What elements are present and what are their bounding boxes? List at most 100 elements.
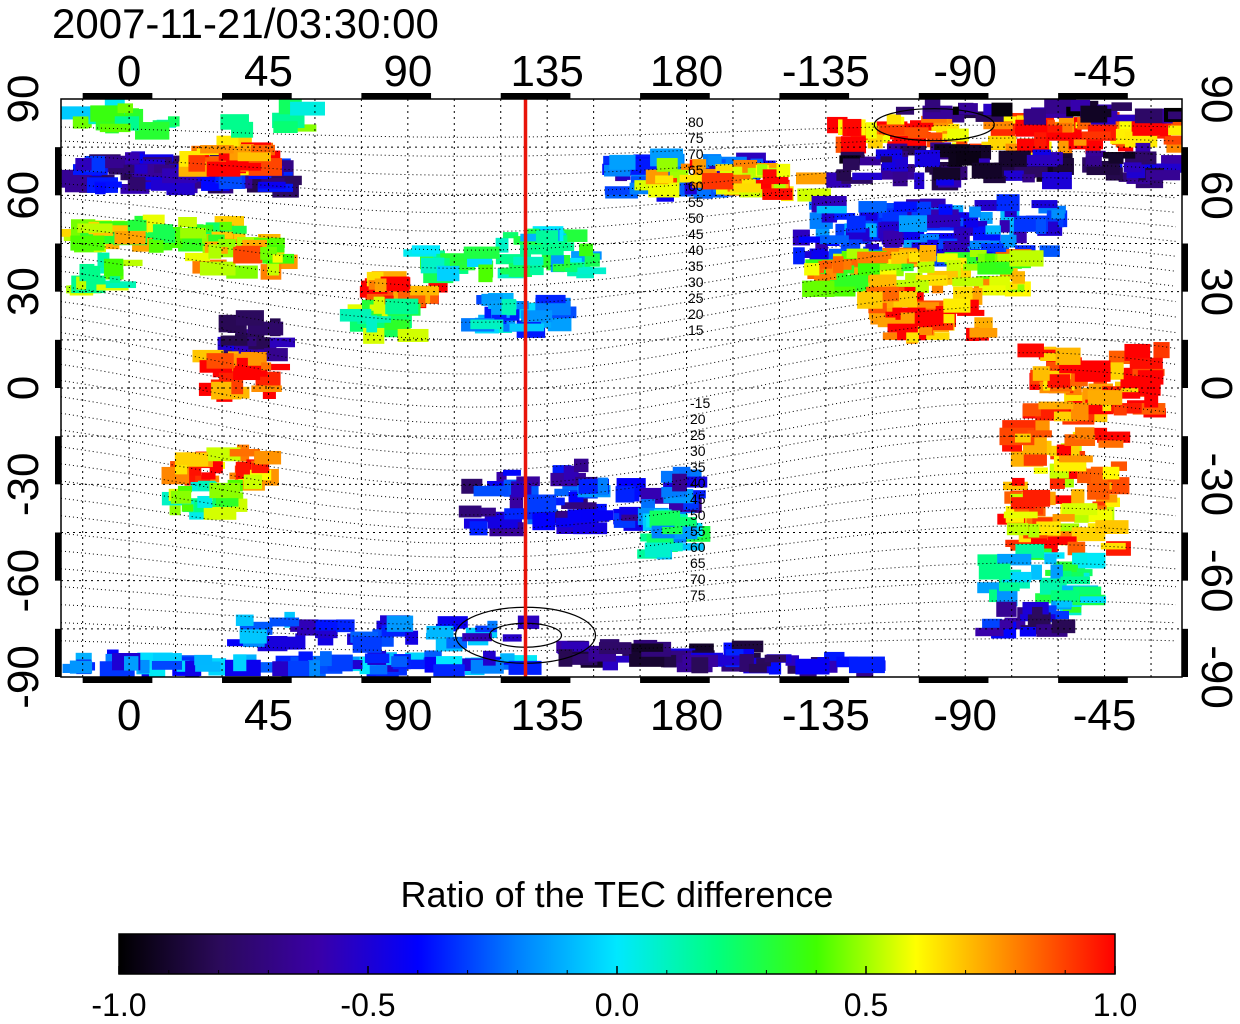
frame-bar-left [55, 532, 61, 581]
contour-label-south: 40 [690, 475, 706, 491]
frame-bar-left [55, 339, 61, 388]
frame-bar-right [1182, 339, 1188, 388]
contour-label-north: 70 [688, 146, 704, 162]
tec-ratio-patch [857, 286, 998, 344]
contour-label-north: 30 [688, 274, 704, 290]
frame-bar-top [82, 93, 153, 99]
lon-tick-label-bottom: 90 [383, 691, 432, 740]
contour-line [61, 384, 1176, 456]
colorbar-tick-label: 1.0 [1093, 987, 1137, 1023]
lat-tick-label-left: -90 [0, 645, 48, 709]
frame-bar-top [500, 93, 571, 99]
contour-label-north: 25 [688, 290, 704, 306]
frame-bar-left [55, 243, 61, 292]
lat-tick-label-right: -60 [1192, 549, 1240, 613]
tec-ratio-patch [62, 649, 542, 677]
frame-bar-top [640, 93, 710, 99]
contour-line [61, 217, 1176, 270]
tec-ratio-patch [577, 466, 708, 533]
lon-tick-label-top: 45 [244, 47, 293, 96]
frame-bar-top [361, 93, 432, 99]
lat-tick-label-left: 0 [0, 376, 48, 400]
lat-tick-label-right: 30 [1192, 267, 1240, 316]
frame-bar-bottom [779, 677, 850, 683]
tec-ratio-patch [61, 99, 325, 140]
contour-line [61, 543, 1176, 586]
map-gridlines [61, 99, 1182, 677]
frame-bar-left [55, 436, 61, 485]
contour-line [61, 506, 1176, 559]
frame-bar-bottom [82, 677, 153, 683]
lat-tick-label-right: 60 [1192, 171, 1240, 220]
colorbar-tick-label: -0.5 [340, 987, 395, 1023]
contour-line [61, 453, 1176, 516]
tec-ratio-patch [637, 507, 711, 560]
contour-label-south: 65 [690, 555, 706, 571]
contour-label-north: 45 [688, 226, 704, 242]
lat-tick-label-left: 90 [0, 75, 48, 124]
lon-tick-label-top: 90 [383, 47, 432, 96]
lat-tick-label-right: 90 [1192, 75, 1240, 124]
colorbar-ticks: -1.0 -0.5 0.0 0.5 1.0 [91, 966, 1137, 1023]
tec-ratio-patch [997, 420, 1131, 556]
tec-ratio-patch [634, 158, 831, 202]
map-title: 2007-11-21/03:30:00 [52, 0, 439, 47]
map-panel: 8075706560555045403530252015-15202530354… [55, 93, 1188, 683]
lon-tick-label-bottom: 45 [244, 691, 293, 740]
contour-labels: 8075706560555045403530252015-15202530354… [688, 114, 710, 603]
contour-line [61, 275, 1176, 341]
contour-label-south: 50 [690, 507, 706, 523]
contour-line [61, 488, 1176, 545]
colorbar-title: Ratio of the TEC difference [401, 874, 834, 915]
frame-bar-right [1182, 628, 1188, 677]
frame-bar-top [222, 93, 292, 99]
colorbar-tick-label: 0.0 [595, 987, 639, 1023]
frame-bar-bottom [222, 677, 292, 683]
contour-line [61, 352, 1176, 424]
frame-bar-bottom [1058, 677, 1128, 683]
tec-ratio-patch [676, 649, 886, 677]
contour-line [61, 320, 1176, 392]
longitude-ticks-bottom: 0 45 90 135 180 -135 -90 -45 [117, 691, 1136, 740]
lon-tick-label-top: 135 [510, 47, 583, 96]
contour-label-south: 45 [690, 491, 706, 507]
lon-tick-label-bottom: 135 [510, 691, 583, 740]
contour-ellipse [873, 108, 995, 142]
contour-line [61, 401, 1176, 471]
frame-bar-right [1182, 147, 1188, 196]
contour-label-north: 80 [688, 114, 704, 130]
tec-ratio-patch [66, 252, 143, 296]
frame-bar-bottom [640, 677, 710, 683]
lat-tick-label-right: -90 [1192, 645, 1240, 709]
lon-tick-label-top: 0 [117, 47, 141, 96]
tec-ratio-patch [1017, 342, 1170, 425]
contour-label-north: 20 [688, 306, 704, 322]
frame-bar-bottom [500, 677, 571, 683]
contour-label-north: 75 [688, 130, 704, 146]
contour-line [61, 418, 1176, 486]
contour-label-south: 55 [690, 523, 706, 539]
lat-tick-label-left: -30 [0, 453, 48, 517]
tec-ratio-patch [185, 234, 298, 280]
frame-bar-left [55, 147, 61, 196]
magnetic-latitude-contours [61, 108, 1176, 664]
contour-line [61, 290, 1176, 358]
tec-ratio-patch [192, 349, 291, 402]
contour-label-north: 55 [688, 194, 704, 210]
lat-tick-label-right: -30 [1192, 453, 1240, 517]
lon-tick-label-bottom: 180 [650, 691, 723, 740]
lon-tick-label-bottom: -45 [1073, 691, 1137, 740]
latitude-ticks-right: 90 60 30 0 -30 -60 -90 [1192, 75, 1240, 709]
contour-line [61, 260, 1176, 323]
contour-line [61, 190, 1176, 233]
longitude-ticks-top: 0 45 90 135 180 -135 -90 -45 [117, 47, 1136, 96]
map-frame-scale-bars [55, 93, 1188, 683]
contour-label-north: 65 [688, 162, 704, 178]
frame-bar-bottom [918, 677, 989, 683]
contour-label-south: -15 [690, 395, 710, 411]
contour-label-north: 60 [688, 178, 704, 194]
tec-ratio-patch [975, 601, 1076, 639]
contour-label-north: 15 [688, 322, 704, 338]
colorbar-tick-label: -1.0 [91, 987, 146, 1023]
